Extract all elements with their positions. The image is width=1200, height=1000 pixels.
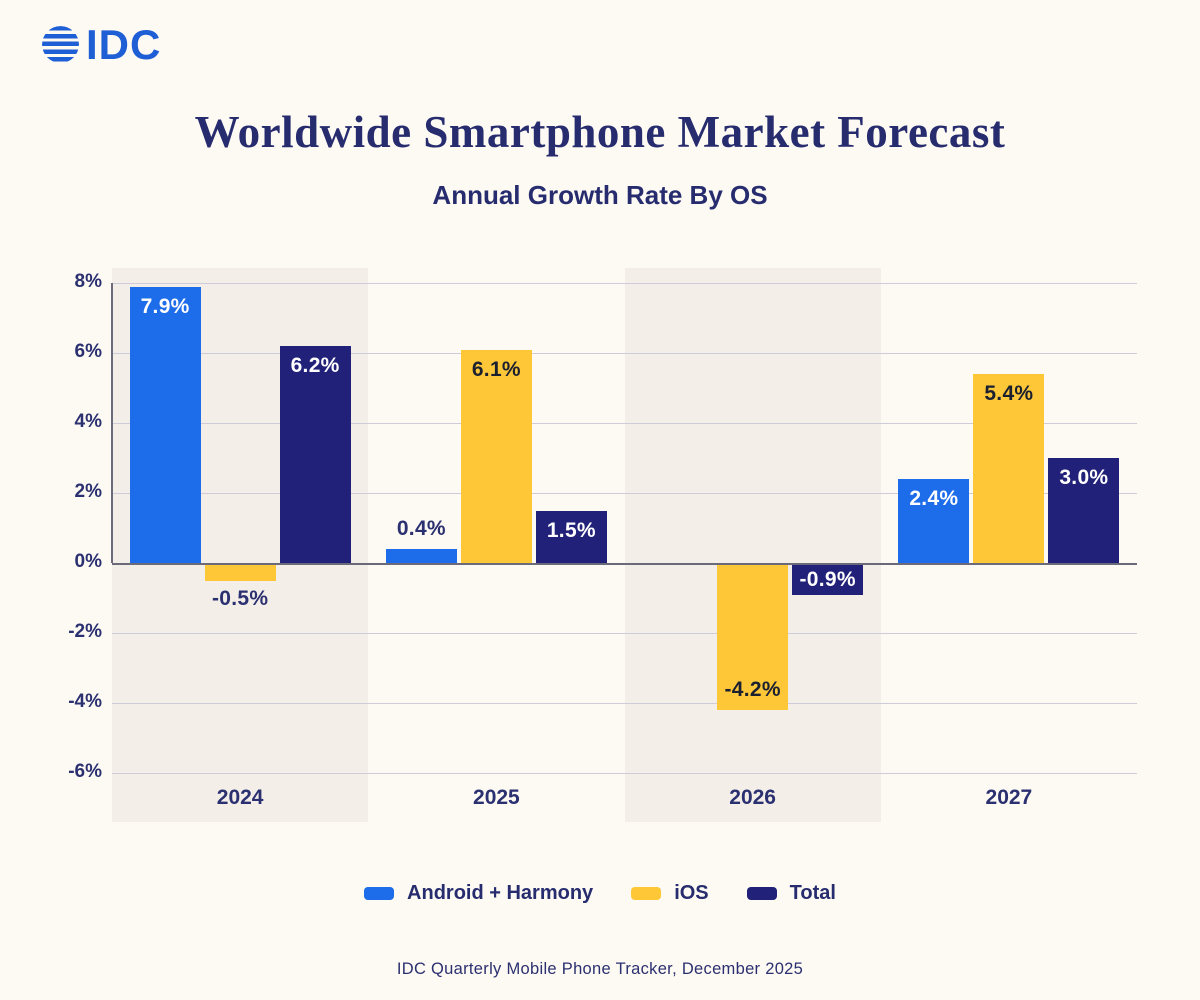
legend-item-total: Total — [746, 882, 836, 905]
bar-value-label: 5.4% — [984, 382, 1034, 405]
grid-line — [112, 492, 1137, 494]
legend-swatch-icon — [746, 887, 777, 900]
zero-line — [112, 563, 1137, 565]
y-tick-label: 8% — [74, 271, 102, 292]
bar-value-label: 1.5% — [546, 518, 596, 542]
bar-android-harmony-2027 — [898, 479, 970, 563]
bar-total-2027 — [1048, 458, 1120, 563]
legend-label: iOS — [674, 882, 709, 904]
bar-value-label: -0.9% — [799, 568, 856, 591]
legend-swatch-icon — [631, 887, 662, 900]
bar-value-label: 7.9% — [140, 294, 190, 318]
bar-value-label: 2.4% — [909, 487, 959, 510]
x-category-label: 2025 — [473, 786, 520, 809]
y-tick-label: -6% — [68, 761, 102, 782]
bar-ios-2025 — [460, 349, 532, 563]
x-category-label: 2027 — [985, 786, 1033, 809]
y-axis-line — [111, 283, 113, 563]
source-note: IDC Quarterly Mobile Phone Tracker, Dece… — [396, 960, 804, 978]
bar-value-label: 3.0% — [1059, 466, 1109, 489]
bar-total-2024 — [279, 346, 351, 563]
grid-line — [112, 632, 1137, 634]
chart-subtitle: Annual Growth Rate By OS — [432, 180, 768, 210]
idc-globe-icon — [42, 26, 79, 63]
grid-line — [112, 702, 1137, 704]
legend-label: Android + Harmony — [407, 882, 594, 904]
bar-android-harmony-2024 — [129, 286, 201, 563]
x-category-label: 2024 — [216, 786, 264, 809]
y-tick-label: -2% — [68, 621, 102, 642]
y-tick-label: -4% — [68, 691, 102, 712]
bar-value-label: 6.1% — [471, 357, 521, 381]
legend-item-android-harmony: Android + Harmony — [364, 882, 593, 905]
y-tick-label: 4% — [74, 411, 102, 432]
bar-total-2025 — [535, 510, 607, 563]
legend-item-ios: iOS — [631, 882, 709, 905]
legend-label: Total — [789, 882, 836, 904]
bar-value-label: -0.5% — [211, 586, 269, 610]
y-tick-label: 2% — [74, 481, 102, 502]
bar-value-label: -4.2% — [724, 678, 781, 701]
bar-android-harmony-2025 — [385, 549, 457, 563]
grid-line — [112, 282, 1137, 284]
bar-value-label: 6.2% — [290, 354, 340, 377]
legend-swatch-icon — [364, 887, 395, 900]
bar-ios-2026 — [717, 565, 789, 710]
bar-ios-2024 — [204, 565, 276, 581]
legend: Android + Harmony iOS Total — [0, 882, 1200, 905]
bar-total-2026 — [792, 565, 864, 595]
grid-line — [112, 422, 1137, 424]
y-tick-label: 6% — [74, 341, 102, 362]
chart-title: Worldwide Smartphone Market Forecast — [194, 107, 1006, 157]
year-highlight-band — [624, 268, 881, 822]
bar-ios-2027 — [973, 374, 1045, 563]
y-tick-label: 0% — [74, 551, 102, 572]
idc-logo-text: IDC — [86, 21, 162, 68]
grid-line — [112, 772, 1137, 774]
x-category-label: 2026 — [729, 786, 776, 809]
idc-logo: IDC — [42, 21, 162, 68]
grid-line — [112, 352, 1137, 354]
bar-value-label: 0.4% — [396, 517, 446, 540]
